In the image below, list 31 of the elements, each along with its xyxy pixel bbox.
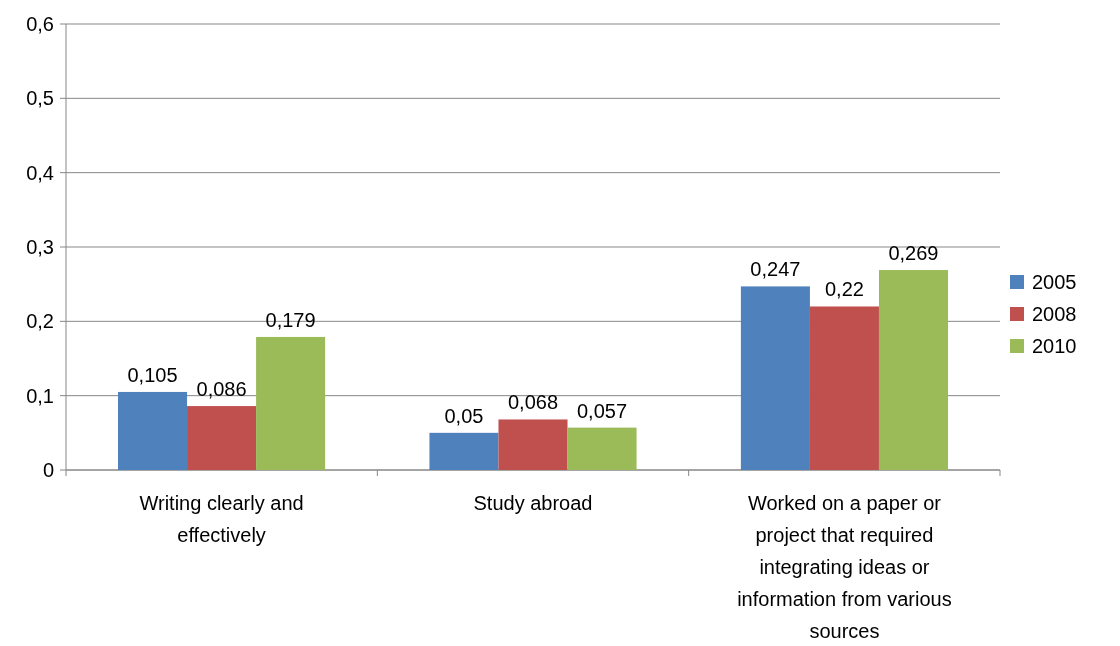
x-tick-label: Writing clearly and effectively — [139, 492, 304, 546]
y-tick-label: 0,1 — [26, 384, 54, 407]
data-label: 0,086 — [196, 378, 247, 401]
legend-label: 2010 — [1032, 335, 1077, 357]
y-tick-label: 0,6 — [26, 13, 54, 35]
y-tick-label: 0,3 — [26, 236, 54, 258]
data-label: 0,22 — [824, 278, 864, 301]
bar — [878, 270, 948, 470]
y-tick-label: 0,2 — [26, 310, 54, 333]
data-label: 0,269 — [888, 242, 939, 265]
y-tick-label: 0 — [42, 459, 54, 481]
bar — [118, 391, 188, 470]
bar — [498, 419, 568, 470]
x-tick-label: Worked on a paper or project that required integrating ideas or information from various sources — [737, 492, 952, 642]
y-tick-label: 0,4 — [26, 161, 54, 184]
data-label: 0,05 — [444, 404, 484, 427]
x-tick-label: Study abroad — [473, 492, 593, 514]
bar — [256, 336, 326, 470]
data-label: 0,068 — [507, 391, 559, 414]
legend-label: 2005 — [1032, 271, 1077, 293]
data-label: 0,247 — [750, 258, 801, 281]
data-label: 0,179 — [265, 308, 316, 331]
legend-label: 2008 — [1032, 303, 1077, 325]
bar — [567, 427, 637, 470]
bar — [187, 406, 257, 470]
bar — [429, 432, 499, 470]
data-label: 0,057 — [577, 399, 628, 422]
bar — [740, 286, 810, 470]
y-tick-label: 0,5 — [26, 87, 54, 110]
data-label: 0,105 — [127, 363, 178, 386]
bar — [809, 306, 879, 470]
